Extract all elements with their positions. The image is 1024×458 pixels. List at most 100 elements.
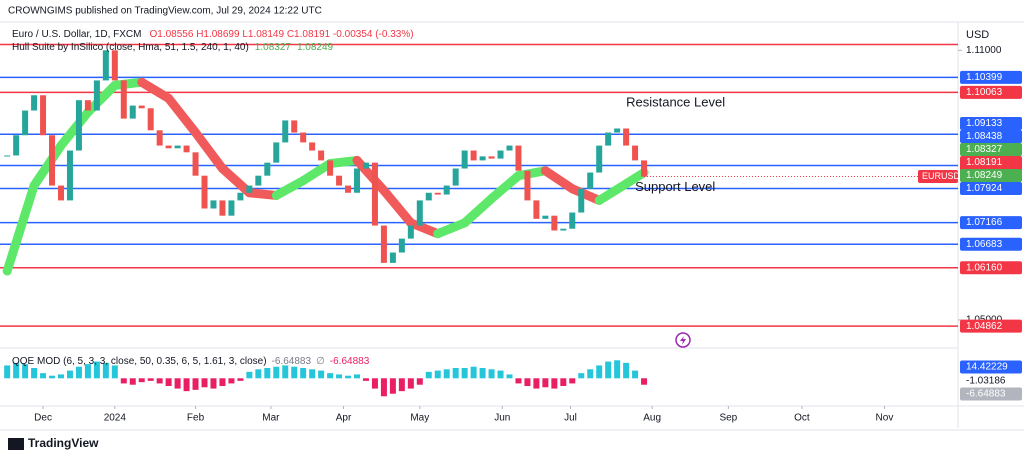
candle: [246, 185, 253, 193]
price-label-box: [960, 70, 1022, 84]
qqe-bar: [578, 373, 585, 379]
legend-ohlc: O1.08556 H1.08699 L1.08149 C1.08191 -0.0…: [149, 29, 413, 40]
qqe-bar: [210, 378, 217, 389]
x-tick-label: Nov: [876, 413, 894, 424]
candle: [300, 132, 307, 143]
candle: [327, 160, 334, 176]
price-label-box: [960, 169, 1022, 183]
qqe-label-box: [960, 374, 1022, 388]
qqe-bar: [22, 364, 29, 379]
hull-segment: [567, 184, 604, 205]
qqe-bar: [66, 370, 73, 379]
x-tick-label: Sep: [719, 413, 737, 424]
qqe-bar: [129, 378, 136, 385]
x-tick-label: Dec: [34, 413, 52, 424]
candle: [66, 150, 73, 201]
price-label: 1.08438: [966, 131, 1003, 142]
price-label-box: [960, 319, 1022, 333]
qqe-bar: [524, 378, 531, 386]
candle: [264, 162, 271, 176]
qqe-bar: [300, 368, 307, 379]
legend-hull-value: 1.08327: [255, 42, 292, 53]
qqe-label: -6.64883: [966, 389, 1006, 400]
price-label-box: [960, 261, 1022, 275]
qqe-bar: [345, 375, 352, 379]
x-tick-label: Feb: [187, 413, 205, 424]
candle: [560, 228, 567, 231]
qqe-bar: [291, 366, 298, 379]
candle: [434, 192, 441, 195]
candle: [596, 145, 603, 173]
candle: [57, 185, 64, 201]
qqe-bar: [569, 378, 576, 384]
price-label: 1.08191: [966, 157, 1003, 168]
candle: [587, 172, 594, 189]
price-label-box: [960, 182, 1022, 196]
legend-qqe-value: -6.64883: [330, 356, 370, 367]
price-label: 1.08327: [966, 144, 1003, 155]
candle: [22, 110, 29, 136]
qqe-bar: [318, 370, 325, 379]
legend-qqe-value: ∅: [316, 356, 325, 367]
x-tick-label: 2024: [104, 413, 127, 424]
candle: [75, 100, 82, 151]
hull-segment: [2, 181, 39, 276]
qqe-bar: [533, 378, 540, 389]
legend-qqe-name: QQE MOD (6, 5, 3, 3, close, 50, 0.35, 6,…: [12, 356, 267, 367]
logo: [8, 438, 24, 450]
annotation: Support Level: [635, 179, 715, 194]
candle: [380, 225, 387, 263]
qqe-bar: [40, 373, 47, 379]
hull-segment: [110, 77, 147, 90]
qqe-bar: [219, 378, 226, 386]
candle: [102, 50, 109, 81]
currency: USD: [966, 29, 989, 41]
alert-icon[interactable]: [675, 332, 691, 348]
qqe-bar: [632, 370, 639, 379]
candle: [111, 50, 118, 81]
qqe-bar: [192, 378, 199, 390]
qqe-bar: [452, 368, 459, 379]
candle: [31, 95, 38, 111]
candle: [273, 142, 280, 163]
candle: [497, 150, 504, 159]
qqe-bar: [147, 378, 154, 381]
qqe-label: 14.42229: [966, 362, 1008, 373]
price-label: 1.10399: [966, 72, 1003, 83]
candle: [93, 80, 100, 111]
qqe-bar: [605, 361, 612, 379]
x-tick-label: Mar: [262, 413, 280, 424]
x-tick-label: Apr: [336, 413, 352, 424]
qqe-bar: [75, 366, 82, 379]
qqe-bar: [380, 378, 387, 397]
candle: [49, 135, 56, 186]
qqe-bar: [362, 378, 369, 381]
candle: [309, 142, 316, 151]
candle: [461, 150, 468, 169]
price-label-box: [960, 237, 1022, 251]
hull-segment: [379, 186, 416, 228]
candle: [174, 145, 181, 149]
qqe-bar: [497, 370, 504, 379]
candle: [470, 150, 477, 161]
qqe-bar: [228, 378, 235, 384]
qqe-bar: [470, 366, 477, 379]
candle: [165, 145, 172, 149]
legend-hull-name: Hull Suite by InSilico (close, Hma, 51, …: [12, 42, 249, 53]
hull-segment: [540, 166, 577, 194]
legend-qqe-value: -6.64883: [272, 356, 312, 367]
candle: [407, 225, 414, 239]
qqe-bar: [551, 378, 558, 389]
qqe-bar: [596, 365, 603, 379]
candle: [192, 152, 199, 176]
candle: [452, 168, 459, 186]
hull-segment: [594, 179, 631, 205]
x-tick-label: Aug: [643, 413, 661, 424]
qqe-bar: [4, 365, 11, 379]
hull-segment: [406, 218, 443, 239]
candle: [4, 155, 11, 157]
candle: [13, 135, 20, 156]
candle: [614, 128, 621, 133]
candle: [578, 188, 585, 213]
candle: [641, 160, 648, 177]
